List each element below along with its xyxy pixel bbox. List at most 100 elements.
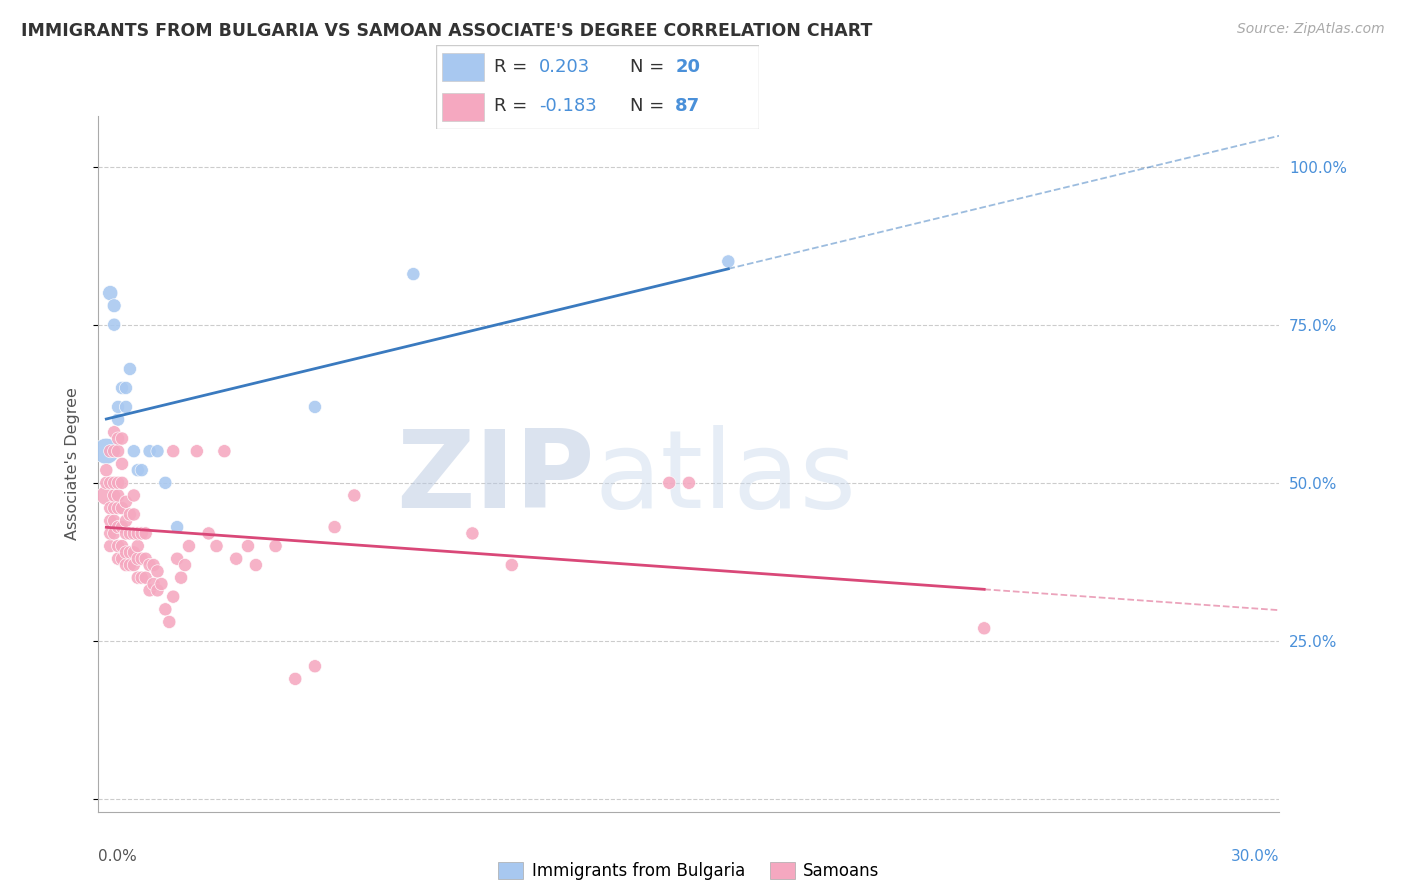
Point: [115, 545, 138, 559]
Point: [122, 444, 145, 458]
Point: [115, 526, 138, 541]
Point: [155, 602, 177, 616]
Point: [111, 457, 134, 471]
Point: [214, 444, 236, 458]
Point: [245, 558, 267, 572]
Point: [107, 501, 129, 516]
Y-axis label: Associate's Degree: Associate's Degree: [65, 387, 80, 541]
Point: [146, 583, 169, 598]
Point: [103, 318, 125, 332]
Point: [115, 381, 138, 395]
Point: [150, 577, 173, 591]
Point: [142, 558, 165, 572]
Point: [98, 539, 121, 553]
Point: [122, 558, 145, 572]
Point: [96, 488, 118, 502]
Point: [118, 558, 141, 572]
Point: [166, 520, 188, 534]
Point: [658, 475, 681, 490]
Point: [146, 565, 169, 579]
Point: [157, 615, 180, 629]
Point: [162, 590, 184, 604]
Point: [111, 475, 134, 490]
Point: [111, 381, 134, 395]
Point: [131, 571, 153, 585]
Point: [115, 558, 138, 572]
Point: [107, 551, 129, 566]
Point: [225, 551, 247, 566]
Point: [107, 444, 129, 458]
FancyBboxPatch shape: [443, 54, 484, 81]
Text: 0.203: 0.203: [540, 58, 591, 76]
Text: 0.0%: 0.0%: [98, 849, 138, 863]
Point: [127, 539, 149, 553]
Point: [138, 558, 160, 572]
Point: [122, 488, 145, 502]
Point: [717, 254, 740, 268]
Point: [131, 463, 153, 477]
Point: [98, 514, 121, 528]
Point: [323, 520, 346, 534]
Point: [678, 475, 700, 490]
Point: [103, 526, 125, 541]
FancyBboxPatch shape: [436, 45, 759, 129]
Text: N =: N =: [630, 58, 664, 76]
Point: [107, 400, 129, 414]
Point: [103, 299, 125, 313]
Point: [107, 520, 129, 534]
Point: [174, 558, 197, 572]
Point: [127, 551, 149, 566]
Point: [170, 571, 193, 585]
Point: [146, 444, 169, 458]
Point: [127, 571, 149, 585]
Text: 20: 20: [675, 58, 700, 76]
Point: [197, 526, 219, 541]
Point: [973, 621, 995, 635]
Point: [205, 539, 228, 553]
Point: [103, 475, 125, 490]
Point: [135, 571, 157, 585]
Point: [131, 526, 153, 541]
Point: [107, 539, 129, 553]
Legend: Immigrants from Bulgaria, Samoans: Immigrants from Bulgaria, Samoans: [492, 855, 886, 887]
Point: [111, 432, 134, 446]
Point: [103, 514, 125, 528]
Text: R =: R =: [494, 97, 527, 115]
Point: [304, 659, 326, 673]
Point: [98, 286, 121, 301]
Point: [127, 463, 149, 477]
Point: [127, 526, 149, 541]
Point: [96, 475, 118, 490]
Point: [103, 488, 125, 502]
Point: [162, 444, 184, 458]
Point: [107, 488, 129, 502]
Point: [103, 425, 125, 440]
Point: [98, 501, 121, 516]
Point: [304, 400, 326, 414]
Point: [111, 520, 134, 534]
Point: [135, 526, 157, 541]
Point: [186, 444, 208, 458]
Point: [115, 514, 138, 528]
Text: 30.0%: 30.0%: [1232, 849, 1279, 863]
Point: [107, 432, 129, 446]
Point: [284, 672, 307, 686]
Point: [118, 526, 141, 541]
Point: [96, 463, 118, 477]
Point: [118, 545, 141, 559]
FancyBboxPatch shape: [443, 93, 484, 120]
Point: [142, 577, 165, 591]
Point: [115, 400, 138, 414]
Point: [111, 539, 134, 553]
Point: [103, 444, 125, 458]
Text: atlas: atlas: [595, 425, 856, 531]
Point: [98, 526, 121, 541]
Text: Source: ZipAtlas.com: Source: ZipAtlas.com: [1237, 22, 1385, 37]
Point: [501, 558, 523, 572]
Point: [402, 267, 425, 281]
Point: [343, 488, 366, 502]
Point: [96, 444, 118, 458]
Point: [138, 583, 160, 598]
Text: 87: 87: [675, 97, 700, 115]
Point: [155, 475, 177, 490]
